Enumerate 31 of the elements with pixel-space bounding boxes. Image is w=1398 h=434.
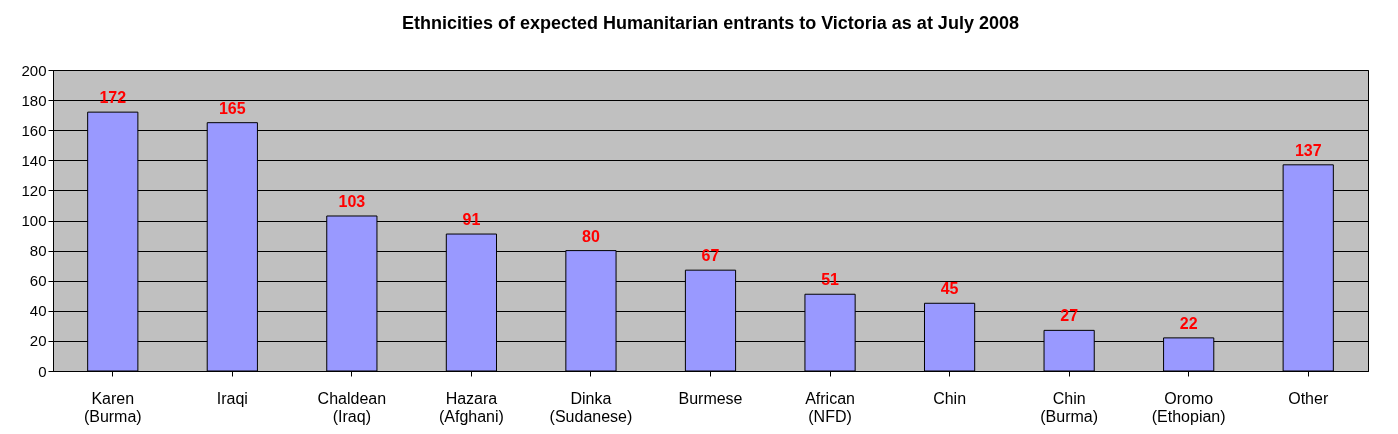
data-label: 103: [338, 192, 366, 210]
x-tick-label: Oromo (Ethopian): [1151, 389, 1226, 425]
x-tick-label: Karen (Burma): [83, 389, 142, 425]
y-tick-label: 60: [29, 272, 47, 290]
x-tick-label: Hazara (Afghani): [438, 389, 504, 425]
chart-title: Ethnicities of expected Humanitarian entrants to Victoria as at July 2008: [402, 13, 1019, 33]
y-tick-label: 160: [21, 121, 47, 139]
y-tick-label: 180: [21, 91, 47, 109]
x-tick-label: Chin (Burma): [1040, 389, 1099, 425]
x-tick-label: Chin: [933, 389, 967, 407]
x-tick-label: African (NFD): [805, 389, 855, 425]
data-label: 27: [1060, 307, 1079, 325]
x-tick-label: Burmese: [678, 389, 743, 407]
y-tick-label: 20: [29, 332, 47, 350]
data-label: 22: [1179, 314, 1198, 332]
y-tick-label: 100: [21, 212, 47, 229]
x-tick-label: Iraqi: [216, 389, 248, 407]
data-label: 45: [940, 280, 959, 298]
data-label: 137: [1294, 141, 1322, 159]
x-tick-label: Other: [1288, 389, 1329, 407]
y-tick-label: 140: [21, 151, 47, 169]
y-tick-label: 200: [21, 61, 47, 79]
y-tick-label: 80: [29, 242, 47, 260]
y-tick-label: 40: [29, 302, 47, 320]
y-tick-label: 0: [38, 362, 47, 380]
x-tick-label: Chaldean (Iraq): [317, 389, 387, 425]
data-label: 67: [701, 247, 720, 265]
y-tick-label: 120: [21, 181, 47, 199]
data-label: 80: [582, 227, 600, 245]
x-tick-label: Dinka (Sudanese): [549, 389, 633, 425]
data-label: 165: [218, 99, 246, 117]
